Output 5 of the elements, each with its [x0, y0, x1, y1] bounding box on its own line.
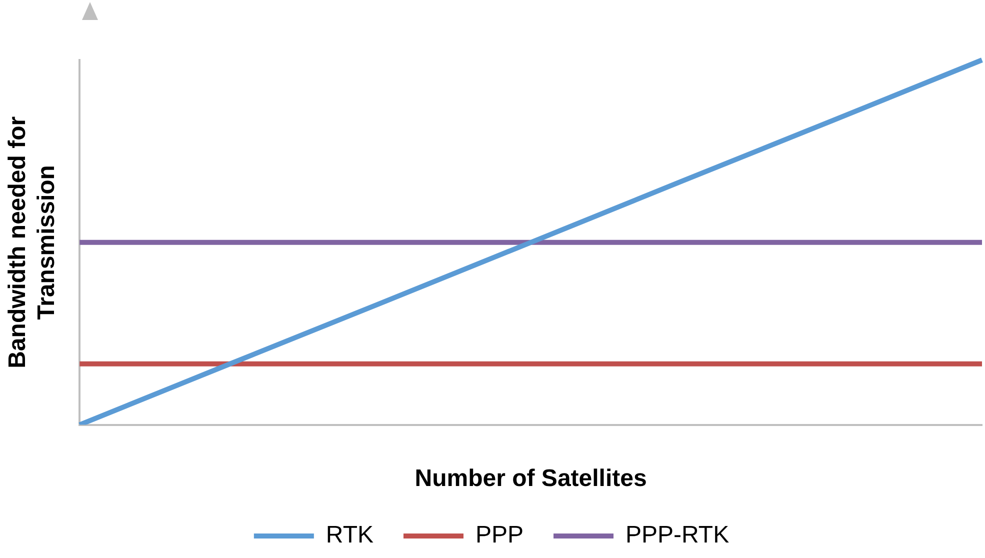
legend-label: PPP-RTK	[626, 522, 730, 549]
y-axis-title: Bandwidth needed for Transmission	[4, 116, 60, 368]
x-axis-title: Number of Satellites	[414, 465, 647, 492]
legend-label: PPP	[475, 522, 524, 549]
legend-label: RTK	[326, 522, 374, 549]
